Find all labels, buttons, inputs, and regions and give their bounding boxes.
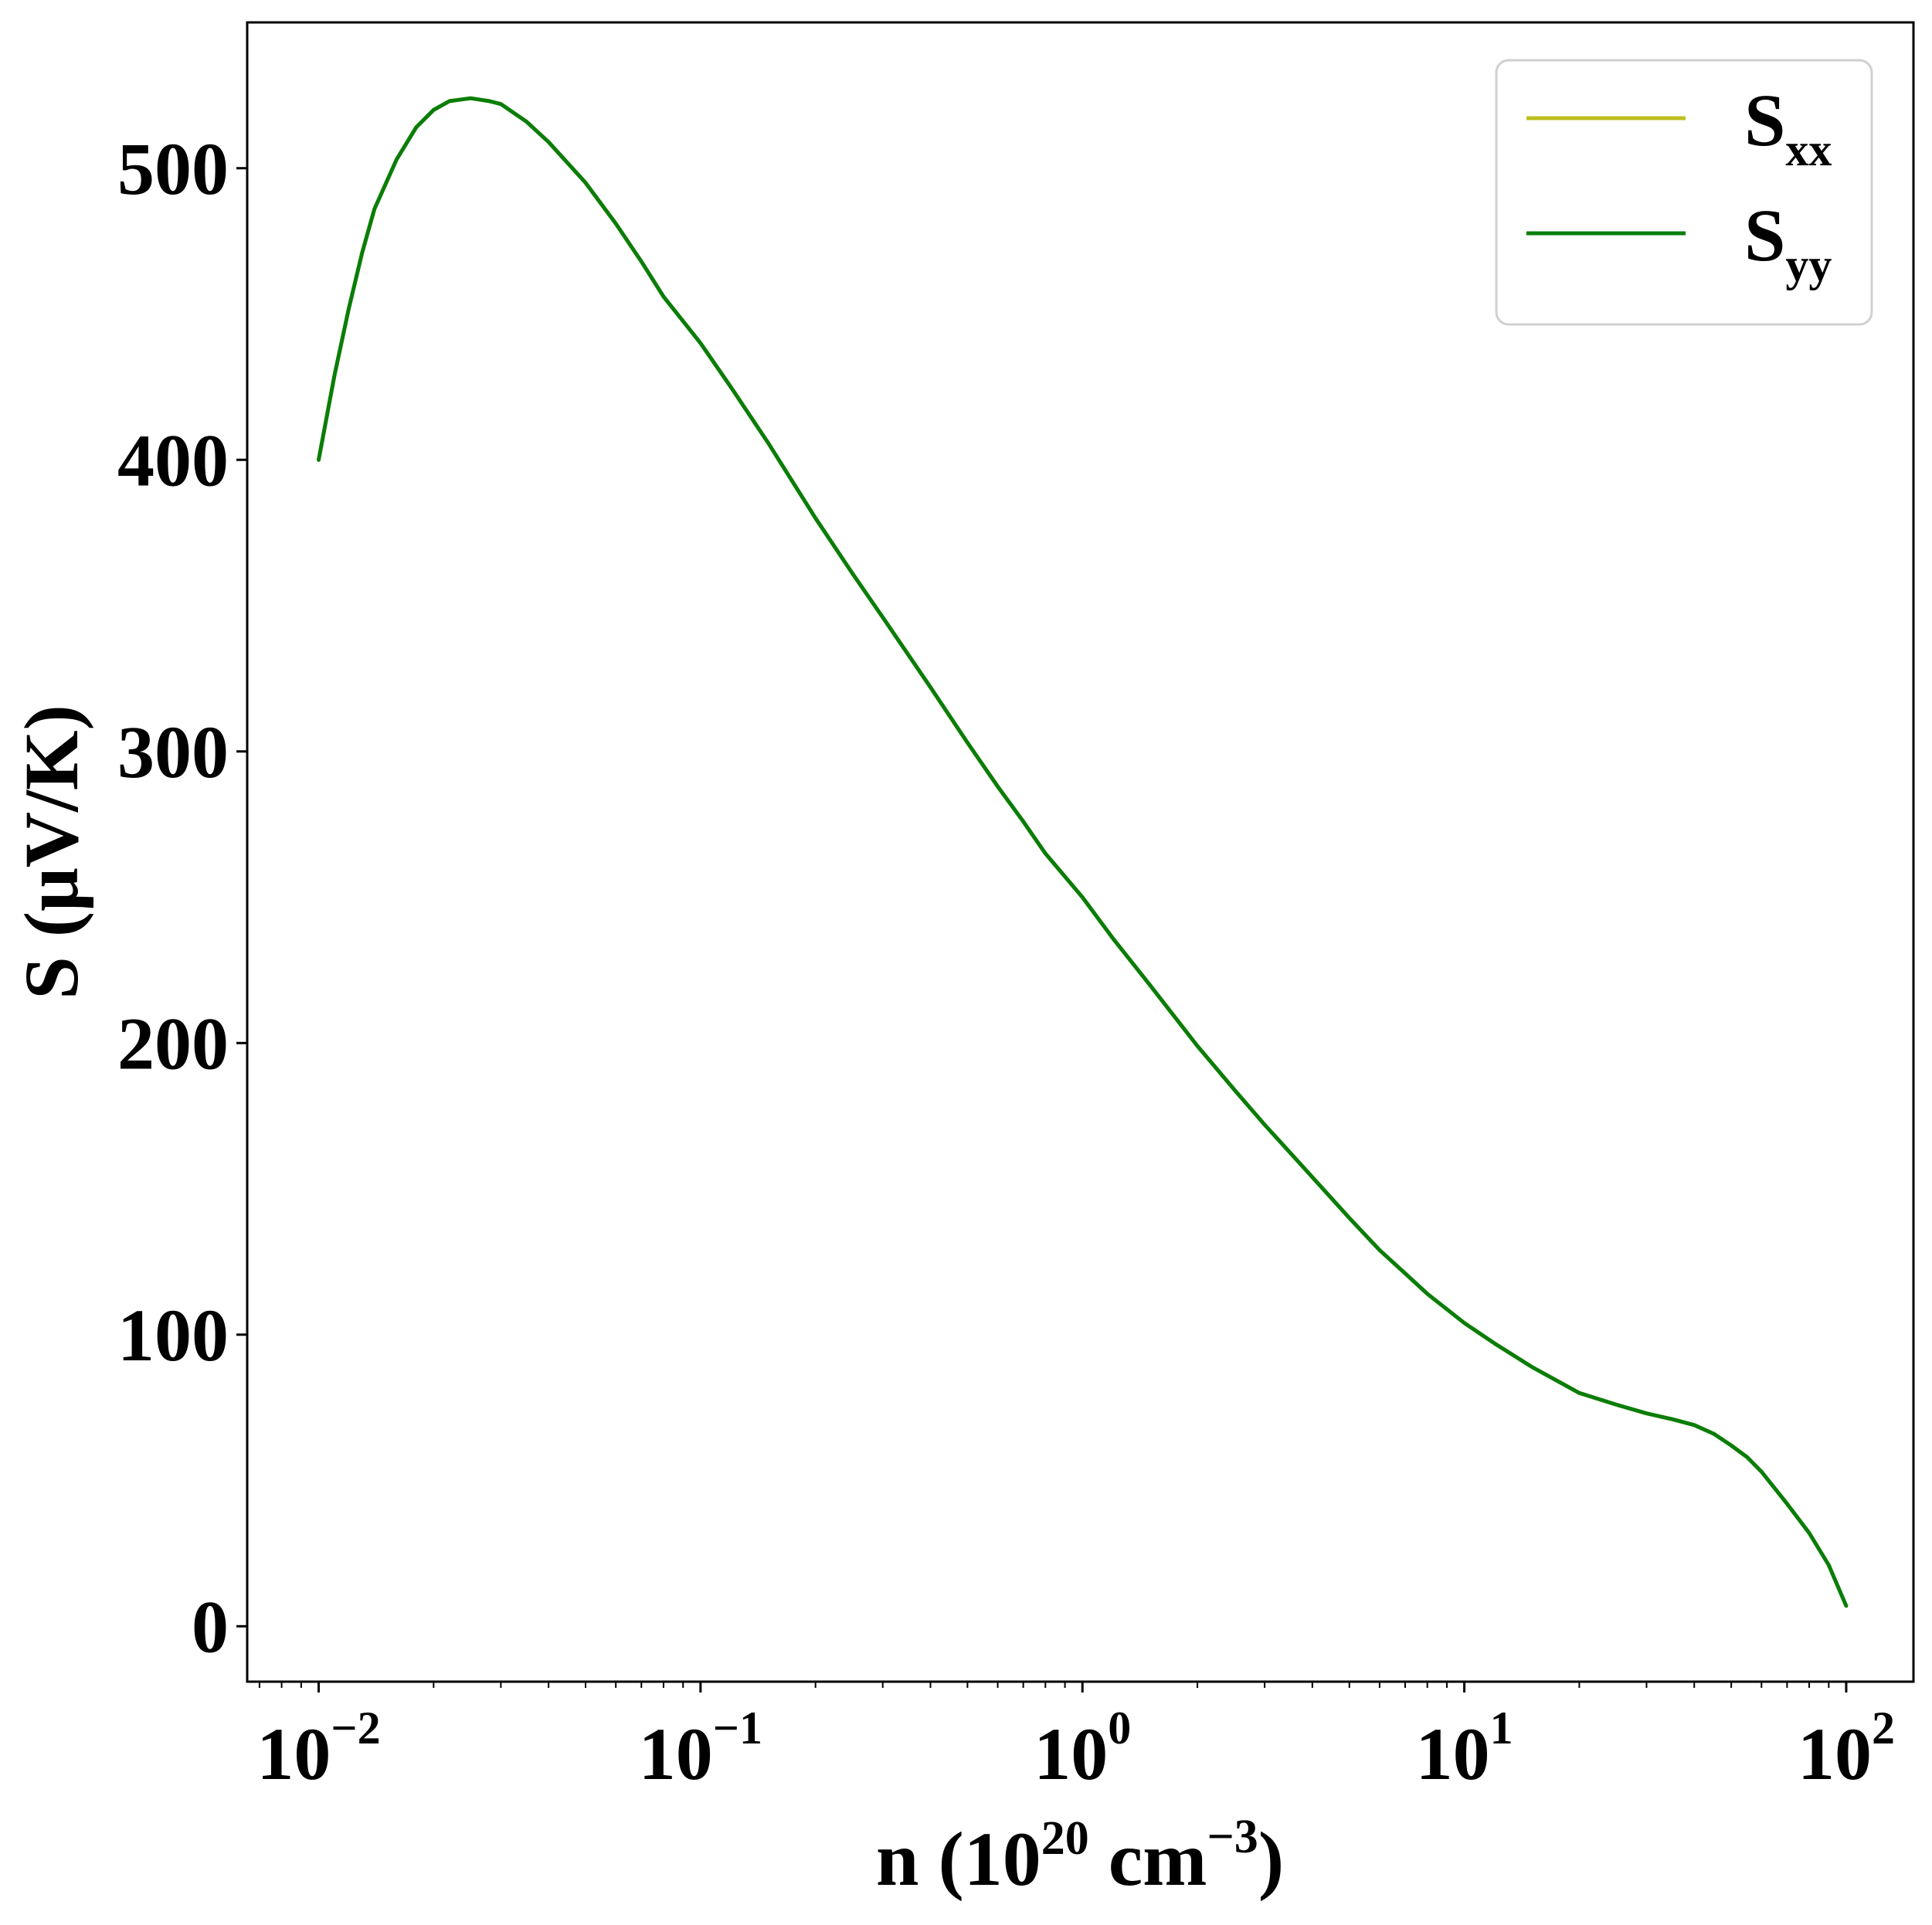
- legend-label-sxx: Sxx: [1744, 79, 1832, 175]
- y-axis-label: S (μV/K): [8, 704, 94, 1000]
- y-axis: 0 100 200 300 400 500: [117, 127, 247, 1668]
- x-tick-label: 101: [1416, 1703, 1513, 1795]
- legend-label-syy: Syy: [1744, 194, 1832, 290]
- x-axis-label: n (1020 cm−3): [876, 1811, 1284, 1902]
- y-tick-label: 500: [117, 127, 229, 210]
- x-tick-label: 102: [1798, 1703, 1895, 1795]
- plot-content: [317, 96, 1849, 1608]
- x-tick-label: 10−1: [639, 1703, 762, 1795]
- series-line-syy: [317, 96, 1849, 1608]
- y-tick-label: 400: [117, 419, 229, 501]
- y-tick-label: 100: [117, 1294, 229, 1377]
- y-tick-label: 0: [192, 1585, 229, 1668]
- y-tick-label: 300: [117, 711, 229, 793]
- x-tick-label: 100: [1034, 1703, 1131, 1795]
- x-axis: 10−2 10−1 100 101 102: [256, 1682, 1895, 1795]
- legend-box: [1495, 59, 1873, 326]
- y-tick-label: 200: [117, 1002, 229, 1085]
- legend: Sxx Syy: [1495, 59, 1873, 326]
- plot-frame: [246, 21, 1915, 1683]
- x-tick-label: 10−2: [256, 1703, 380, 1795]
